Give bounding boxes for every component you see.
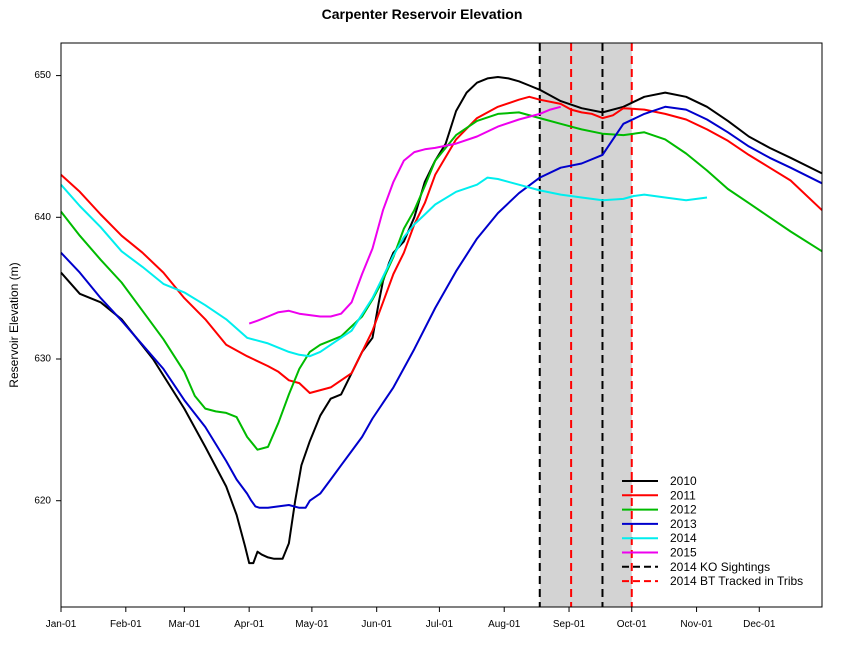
y-tick-label: 650	[34, 70, 51, 81]
shaded-region	[539, 43, 632, 607]
y-tick-label: 630	[34, 354, 51, 365]
x-tick-label: Feb-01	[110, 619, 142, 630]
legend-label: 2013	[670, 517, 697, 531]
chart-title: Carpenter Reservoir Elevation	[322, 6, 523, 22]
axes: Jan-01 Feb-01 Mar-01 Apr-01 May-01 Jun-01 Jul-…	[34, 70, 776, 630]
series-line-2013	[60, 105, 823, 509]
legend-label: 2012	[670, 503, 697, 517]
plot-area	[60, 43, 823, 607]
x-tick-label: May-01	[295, 619, 329, 630]
legend-label: 2014 BT Tracked in Tribs	[670, 574, 803, 588]
x-tick-label: Jun-01	[361, 619, 392, 630]
legend-label: 2010	[670, 474, 697, 488]
y-tick-label: 620	[34, 495, 51, 506]
x-tick-label: Oct-01	[617, 619, 647, 630]
legend-label: 2015	[670, 546, 697, 560]
legend-label: 2014 KO Sightings	[670, 560, 770, 574]
y-tick-label: 640	[34, 212, 51, 223]
x-tick-label: Sep-01	[553, 619, 586, 630]
legend-label: 2014	[670, 531, 697, 545]
x-tick-label: Jan-01	[46, 619, 77, 630]
y-axis-label: Reservoir Elevation (m)	[7, 262, 21, 387]
series-line-2014	[60, 176, 708, 358]
series-line-2015	[248, 105, 561, 325]
plot-frame	[60, 42, 823, 608]
legend-label: 2011	[670, 488, 696, 502]
x-tick-label: Mar-01	[169, 619, 201, 630]
x-tick-label: Apr-01	[234, 619, 264, 630]
x-tick-label: Dec-01	[743, 619, 776, 630]
x-tick-label: Jul-01	[426, 619, 454, 630]
x-tick-label: Nov-01	[680, 619, 713, 630]
x-tick-label: Aug-01	[488, 619, 521, 630]
